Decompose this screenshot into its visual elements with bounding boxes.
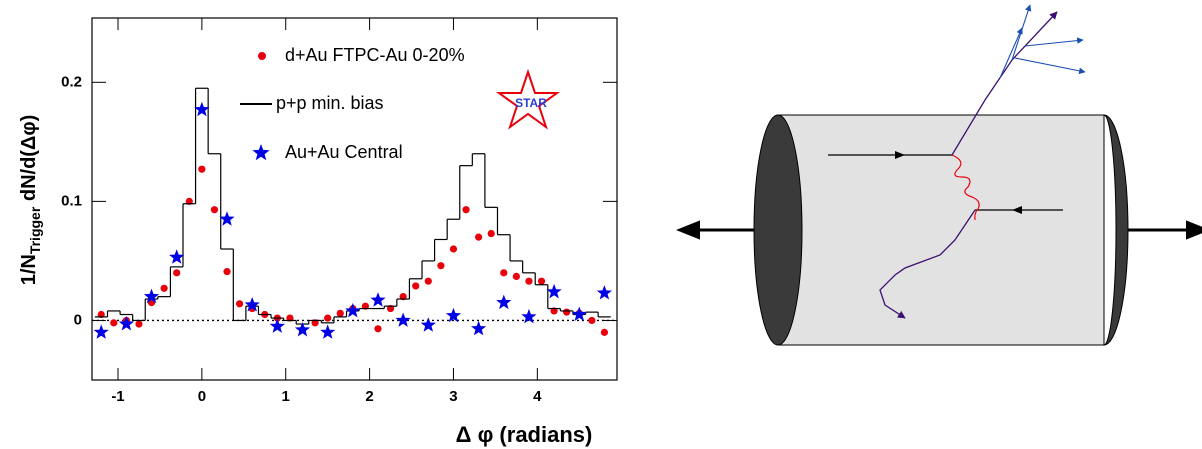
x-tick-label: -1 [111,388,124,405]
arrow-head [1012,206,1022,214]
x-tick-label: 2 [365,388,373,405]
arrow-head [895,151,905,159]
point [320,324,336,339]
point [596,285,612,300]
legend-label: d+Au FTPC-Au 0-20% [285,45,465,65]
hadron [999,27,1023,79]
x-tick-label: 4 [533,388,542,405]
point [445,307,462,323]
legend-swatch [252,144,270,161]
point [219,211,235,226]
y-tick-label: 0 [74,311,82,328]
point [462,206,470,214]
legend-swatch [258,52,266,60]
point [512,272,520,281]
point [449,245,458,253]
point [496,294,512,310]
y-label-sub: Trigger [27,206,43,254]
point [345,302,361,318]
point [563,308,571,316]
hadron [1014,57,1086,75]
point [525,277,533,285]
point [336,309,344,317]
point [395,312,411,327]
point [223,268,231,276]
x-tick-label: 0 [198,388,206,405]
point [169,249,185,264]
cylinder-end-left [753,114,803,346]
y-axis-label: 1/NTrigger dN/d(Δφ) [18,115,42,286]
point [110,319,118,327]
hadron [1011,4,1032,61]
point [475,233,483,241]
gluon [951,154,980,221]
point [244,297,260,312]
point [236,300,244,308]
point [412,282,420,290]
point [420,317,436,332]
point [471,320,487,336]
legend-label: Au+Au Central [285,142,403,162]
point [374,325,382,333]
point [521,308,537,324]
cylinder-end-right [1103,114,1129,346]
point [143,288,160,304]
jet-parton [951,11,1058,156]
point [210,206,219,214]
x-tick-label: 1 [282,388,290,405]
y-tick-label: 0.1 [61,192,82,209]
y-label-rest: dN/d(Δφ) [18,115,40,207]
series [94,87,611,325]
logo-star [495,68,561,130]
y-label-main: 1/N [18,254,40,285]
hadron [1024,37,1084,47]
point [173,269,181,277]
point [269,318,285,333]
point [588,316,596,325]
point [571,306,587,321]
plot-frame [91,17,618,381]
point [294,322,311,337]
point [370,292,386,307]
point [160,284,168,292]
legend-label: p+p min. bias [276,93,384,113]
y-tick-label: 0.2 [61,73,82,90]
point [437,262,445,270]
point [600,328,609,336]
point [198,165,206,173]
logo-text: STAR [515,96,547,110]
recoil-parton [879,209,976,319]
point [135,320,143,328]
point [537,277,546,285]
collision-diagram [676,4,1202,346]
series [93,101,612,339]
point [424,277,432,285]
point [324,314,332,322]
point [487,229,495,238]
x-tick-label: 3 [449,388,457,405]
point [118,316,134,331]
series [97,165,609,336]
x-axis-label: Δ φ (radians) [456,422,593,447]
point [546,283,562,299]
star-logo: STAR [495,68,561,130]
cylinder-body [777,114,1105,346]
point [194,101,210,117]
point [93,324,109,339]
point [500,269,508,277]
